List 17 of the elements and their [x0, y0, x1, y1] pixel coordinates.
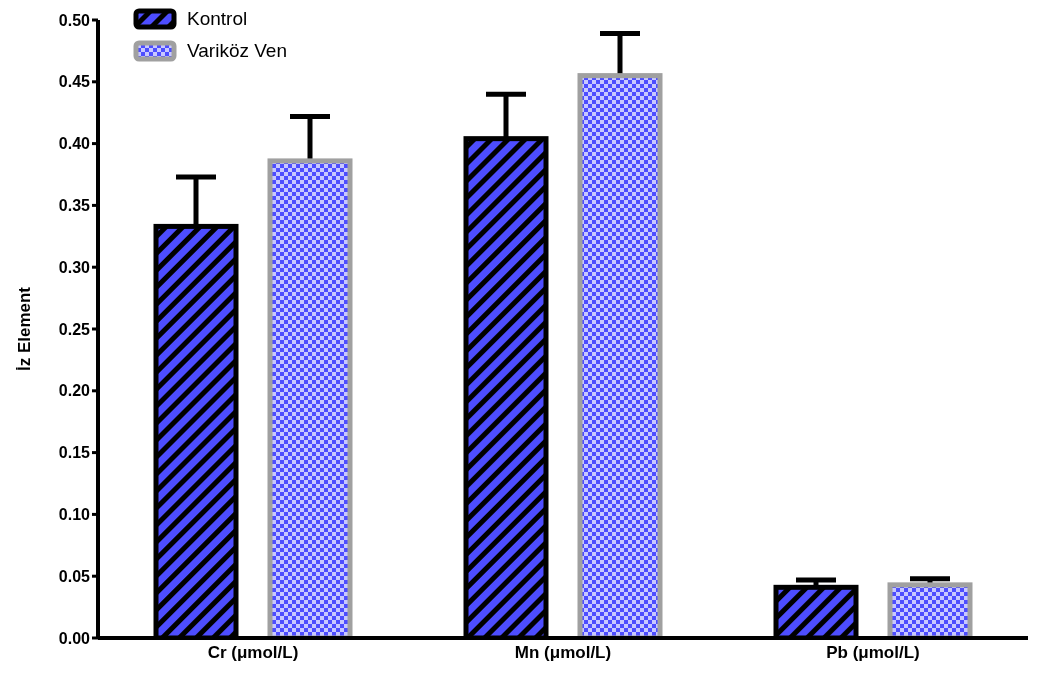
y-tick-label: 0.25 — [58, 320, 91, 338]
legend-label: Variköz Ven — [187, 40, 287, 62]
y-tick-label: 0.35 — [58, 197, 91, 215]
y-tick-label: 0.15 — [58, 444, 91, 462]
y-tick-label: 0.05 — [58, 567, 91, 585]
legend-label: Kontrol — [187, 8, 248, 30]
y-tick-label: 0.30 — [58, 258, 91, 276]
y-axis-title: İz Element — [15, 286, 34, 372]
y-tick-label: 0.50 — [58, 11, 91, 29]
y-tick-label: 0.10 — [58, 506, 91, 524]
x-tick-label: Mn (μmol/L) — [514, 643, 612, 663]
x-tick-label: Pb (μmol/L) — [826, 643, 920, 663]
y-tick-label: 0.45 — [58, 73, 91, 91]
y-tick-label: 0.00 — [58, 629, 91, 647]
y-tick-label: 0.40 — [58, 135, 91, 153]
y-tick-label: 0.20 — [58, 382, 91, 400]
x-tick-label: Cr (μmol/L) — [207, 643, 299, 663]
